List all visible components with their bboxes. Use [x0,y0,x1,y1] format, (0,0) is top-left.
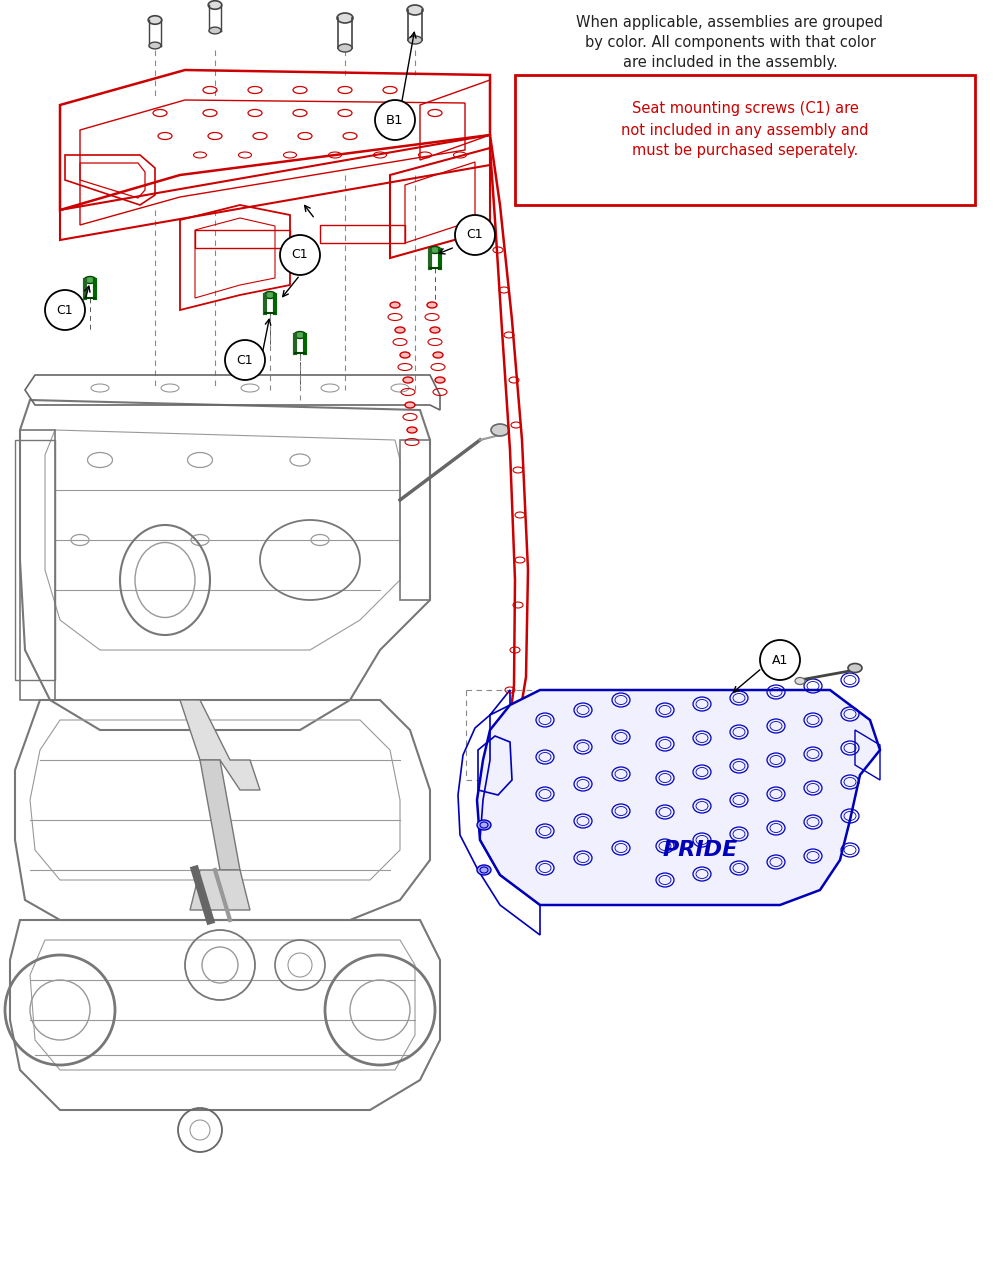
Ellipse shape [430,327,440,333]
Ellipse shape [337,13,353,23]
Polygon shape [200,760,240,870]
Circle shape [760,640,800,680]
Ellipse shape [390,302,400,308]
Polygon shape [477,691,880,905]
Ellipse shape [403,378,413,383]
Circle shape [455,215,495,255]
Circle shape [225,340,265,380]
Circle shape [375,100,415,139]
Text: by color. All components with that color: by color. All components with that color [585,35,875,49]
Ellipse shape [395,327,405,333]
Text: A1: A1 [772,654,788,666]
Circle shape [280,234,320,275]
Ellipse shape [435,378,445,383]
Ellipse shape [477,865,491,875]
Ellipse shape [407,5,423,15]
Ellipse shape [405,402,415,408]
Ellipse shape [477,820,491,830]
Ellipse shape [338,44,352,52]
Ellipse shape [84,276,96,284]
Ellipse shape [429,247,441,253]
Text: C1: C1 [292,248,308,261]
Text: B1: B1 [386,114,404,127]
Text: are included in the assembly.: are included in the assembly. [623,54,837,70]
Ellipse shape [148,15,162,24]
Ellipse shape [208,1,222,9]
Text: PRIDE: PRIDE [662,840,738,860]
Polygon shape [180,699,260,791]
Ellipse shape [427,302,437,308]
Ellipse shape [149,42,161,49]
Text: C1: C1 [57,304,73,317]
Ellipse shape [848,664,862,673]
Ellipse shape [491,424,509,436]
Text: C1: C1 [237,353,253,366]
Circle shape [45,290,85,329]
Text: C1: C1 [467,228,483,242]
Text: When applicable, assemblies are grouped: When applicable, assemblies are grouped [576,15,884,30]
Ellipse shape [294,332,306,338]
FancyBboxPatch shape [515,75,975,205]
Ellipse shape [400,352,410,359]
Ellipse shape [408,35,422,44]
Ellipse shape [264,291,276,299]
Ellipse shape [433,352,443,359]
Ellipse shape [795,678,805,684]
Ellipse shape [407,427,417,433]
Text: Seat mounting screws (C1) are
not included in any assembly and
must be purchased: Seat mounting screws (C1) are not includ… [621,101,869,158]
Ellipse shape [209,27,221,34]
Polygon shape [190,870,250,910]
